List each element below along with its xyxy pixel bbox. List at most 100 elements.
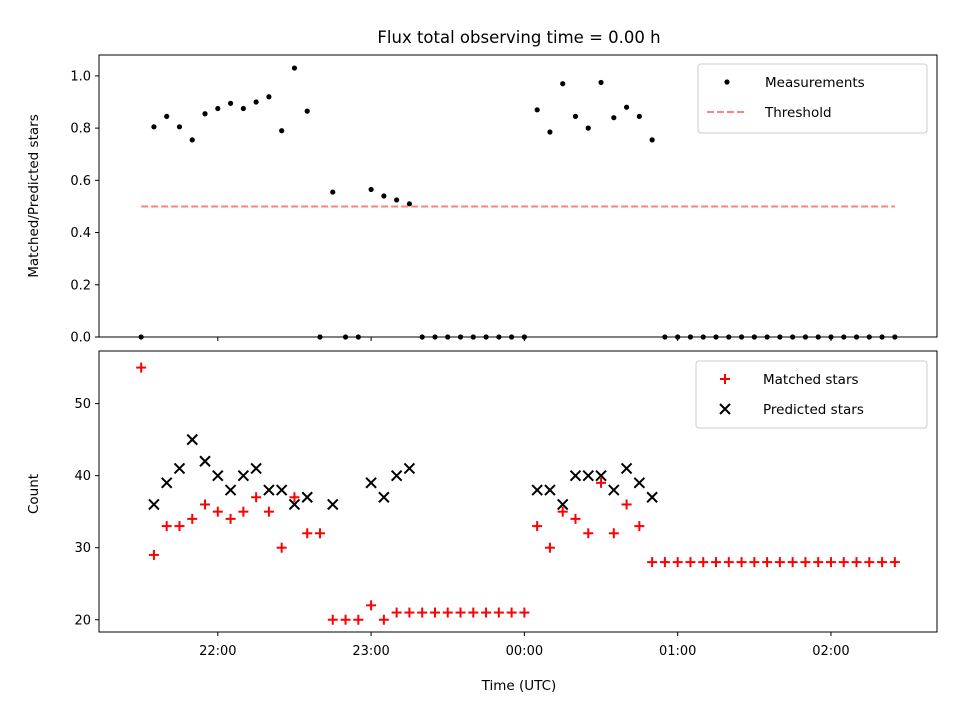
plot-frame-count [98,350,938,633]
measurements-point [751,334,757,340]
predicted-stars-point-b [595,469,607,482]
predicted-stars-point [378,491,390,503]
measurements-point [253,99,259,105]
measurements-point [138,334,144,340]
matched-stars-point [442,607,453,618]
predicted-stars-point [263,484,275,496]
matched-stars-point [570,513,581,524]
legend-label-threshold: Threshold [764,105,832,121]
legend-swatch-measurements [724,79,730,85]
legend-swatch-predicted-stars [719,403,731,415]
matched-stars-point [557,506,568,517]
predicted-stars-point [288,498,301,511]
measurements-point [381,193,387,199]
predicted-stars-point [531,484,543,496]
measurements-point [496,334,502,340]
matched-stars-point [813,557,824,568]
x-tick-label: 02:00 [812,644,849,659]
measurements-point [215,105,221,112]
predicted-stars-point [544,484,556,496]
legend-swatch-matched-stars [720,374,730,384]
measurements-point [713,334,719,340]
predicted-stars-point [237,469,250,482]
measurements-point [445,334,451,340]
y-tick-label-ratio: 0.0 [70,331,91,346]
matched-stars-point [825,557,836,568]
predicted-stars-point-b [173,462,186,475]
measurements-point [623,104,630,110]
measurements-point [457,334,464,340]
matched-stars-point [225,513,236,524]
matched-stars-point [838,557,849,568]
predicted-stars-point-b [620,462,633,475]
measurements-point [164,113,170,119]
measurements-point [611,115,617,121]
measurements-point [764,334,770,340]
predicted-stars-point [301,491,313,503]
legend-label-matched-stars: Matched stars [763,372,859,388]
x-tick-label: 01:00 [659,644,696,659]
predicted-stars-point-b [288,498,301,511]
matched-stars-point [251,492,262,503]
measurements-point [176,124,183,130]
predicted-stars-point [608,484,620,496]
measurements-point [342,334,349,340]
predicted-stars-point [212,469,224,482]
matched-stars-point [736,557,747,568]
predicted-stars-point-b [544,484,556,496]
measurements-point [598,79,604,86]
measurements-point [291,65,298,71]
y-axis-label-count: Count [26,474,42,514]
y-tick-label-ratio: 0.2 [70,278,91,293]
predicted-stars-point-b [224,484,237,496]
measurements-point [853,334,860,340]
y-tick-label-count: 40 [74,469,91,484]
matched-stars-point [621,499,632,510]
predicted-stars-point [250,462,262,475]
matched-stars-point [327,614,338,625]
matched-stars-point [608,528,619,539]
predicted-stars-point-b [186,433,198,446]
predicted-stars-point-b [403,462,416,475]
measurements-point [662,334,668,340]
y-tick-label-count: 30 [74,541,91,556]
measurements-point [279,128,285,134]
measurements-point [560,81,566,87]
measurements-point [432,334,438,340]
matched-stars-point [161,521,172,532]
matched-stars-point [889,557,900,568]
measurements-point [521,334,527,340]
matched-stars-point [749,557,760,568]
predicted-stars-point-b [212,469,224,482]
predicted-stars-point [569,469,582,482]
measurements-point [649,137,655,143]
predicted-stars-point-b [237,469,250,482]
y-tick-label-ratio: 1.0 [70,69,91,84]
predicted-stars-point [365,477,377,489]
matched-stars-point [851,557,862,568]
y-tick-label-count: 20 [74,613,91,628]
x-tick-label: 23:00 [352,644,389,659]
matched-stars-point [212,506,223,517]
measurements-point [394,197,400,203]
measurements-point [636,113,642,119]
measurements-point [547,129,553,135]
matched-stars-point [634,521,645,532]
measurements-point [330,189,336,195]
measurements-point [687,334,694,340]
matched-stars-point [864,557,875,568]
predicted-stars-point [148,498,160,511]
matched-stars-point [787,557,798,568]
matched-stars-point [238,506,249,517]
x-axis-label: Time (UTC) [481,678,557,694]
predicted-stars-point-b [365,477,377,489]
matched-stars-point [417,607,428,618]
matched-stars-point [647,557,658,568]
legend-label-measurements: Measurements [765,75,865,91]
predicted-stars-point [173,462,186,475]
measurements-point [534,107,540,113]
predicted-stars-point-b [301,491,313,503]
predicted-stars-point-b [148,498,160,511]
predicted-stars-point-b [582,469,594,482]
predicted-stars-point-b [557,498,569,511]
